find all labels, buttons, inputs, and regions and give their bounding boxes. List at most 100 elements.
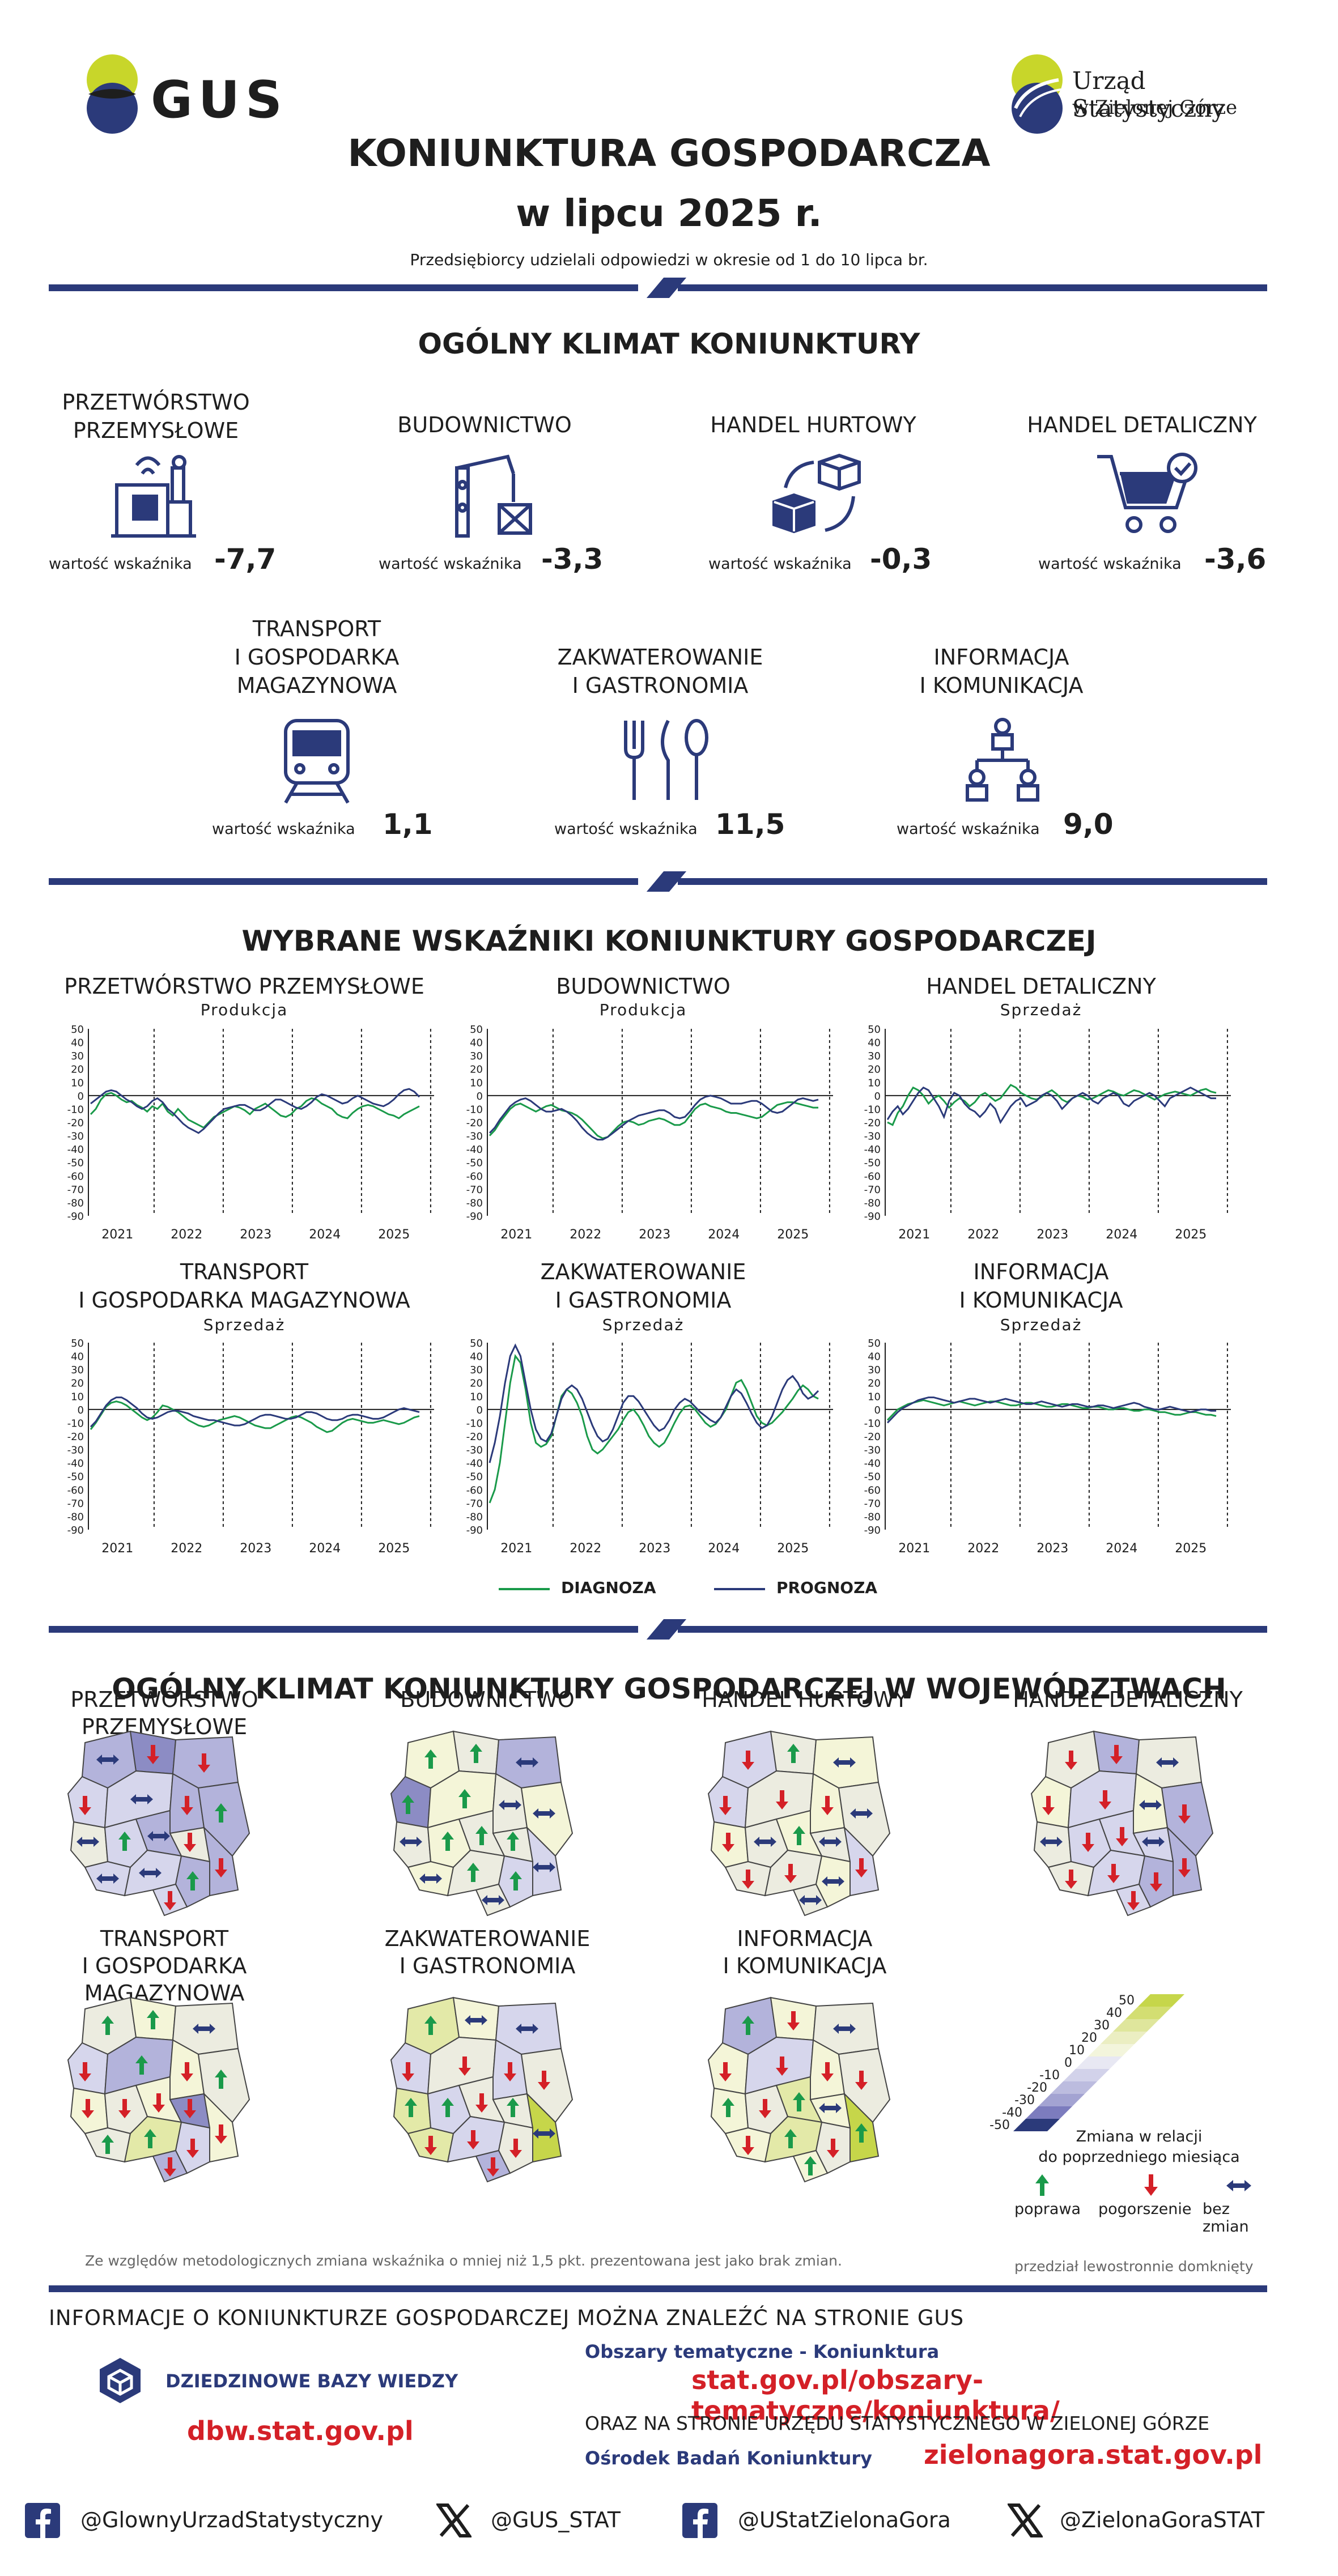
climate-section-title: OGÓLNY KLIMAT KONIUNKTURY: [418, 327, 920, 360]
arrow-same-icon: [499, 1800, 521, 1810]
social-handle[interactable]: @UStatZielonaGora: [738, 2507, 951, 2532]
arrow-up-icon: [793, 2092, 805, 2111]
y-tick-label: 40: [71, 1351, 84, 1363]
voivodeship-region: [526, 1826, 562, 1897]
dbw-link[interactable]: dbw.stat.gov.pl: [187, 2416, 414, 2446]
arrow-down-icon: [184, 1833, 196, 1852]
x-year-label: 2024: [1106, 1542, 1137, 1556]
arrow-same-icon: [193, 2024, 215, 2034]
sector-name: TRANSPORT: [252, 616, 381, 641]
y-tick-label: 30: [470, 1050, 483, 1062]
voivodeship-map: [390, 1996, 574, 2183]
page-subtitle: Przedsiębiorcy udzielali odpowiedzi w ok…: [410, 250, 928, 269]
series-prognoza: [886, 1086, 1216, 1125]
x-twitter-icon[interactable]: [436, 2503, 472, 2538]
arrow-down-icon: [181, 2062, 193, 2081]
y-tick-label: -80: [67, 1197, 84, 1209]
arrow-down-icon: [147, 1745, 159, 1764]
indicator-value: 1,1: [383, 808, 433, 841]
arrow-up-icon: [135, 2055, 148, 2075]
us-logo-line2: w Zielonej Górze: [1072, 96, 1238, 119]
regions-section-title: OGÓLNY KLIMAT KONIUNKTURY GOSPODARCZEJ W…: [112, 1672, 1226, 1705]
y-tick-label: -60: [864, 1170, 881, 1182]
arrow-up-icon: [742, 2016, 754, 2035]
arrow-same-icon: [465, 2015, 487, 2025]
chart-title: I GOSPODARKA MAGAZYNOWA: [78, 1288, 410, 1313]
y-tick-label: 30: [868, 1050, 881, 1062]
y-tick-label: 20: [868, 1064, 881, 1076]
arrow-same-icon: [96, 1874, 119, 1884]
arrow-up-icon: [215, 1803, 227, 1823]
arrow-up-icon: [405, 2098, 417, 2117]
y-tick-label: -10: [466, 1104, 483, 1115]
arrow-down-icon: [821, 1796, 834, 1815]
x-twitter-icon[interactable]: [1008, 2503, 1043, 2538]
themes-link[interactable]: stat.gov.pl/obszary-tematyczne/koniunktu…: [691, 2365, 1060, 2426]
arrow-up-icon: [509, 1871, 522, 1891]
arrow-same-icon: [400, 1837, 422, 1847]
arrow-up-icon: [424, 2016, 437, 2035]
scale-step: [1113, 2019, 1159, 2032]
scale-step: [1051, 2081, 1097, 2094]
indicator-value: -3,6: [1204, 543, 1267, 576]
legend-diag-label: DIAGNOZA: [561, 1578, 656, 1597]
arrow-down-icon: [467, 2130, 479, 2149]
x-year-label: 2022: [967, 1228, 999, 1242]
indicator-value: -3,3: [541, 543, 604, 576]
y-tick-label: 10: [470, 1391, 483, 1403]
chart-title: PRZETWÓRSTWO PRZEMYSŁOWE: [64, 974, 424, 999]
y-tick-label: 50: [868, 1024, 881, 1036]
y-tick-label: 50: [470, 1024, 483, 1036]
chart-4: TRANSPORT I GOSPODARKA MAGAZYNOWA Sprzedaż…: [49, 1259, 440, 1556]
arrow-same-icon: [516, 1757, 538, 1768]
facebook-icon[interactable]: [682, 2503, 717, 2538]
y-tick-label: -60: [864, 1484, 881, 1496]
arrow-up-icon: [1035, 2174, 1049, 2196]
sector-name: PRZETWÓRSTWO: [62, 390, 250, 415]
scale-tick-label: -30: [1014, 2093, 1035, 2107]
arrow-legend: poprawa pogorszenie bez zmian: [1014, 2173, 1275, 2236]
y-tick-label: 30: [868, 1364, 881, 1376]
y-tick-label: -30: [466, 1445, 483, 1457]
map-title: BUDOWNICTWO: [400, 1687, 575, 1712]
arrow-up-icon: [118, 1832, 131, 1851]
chart-1: PRZETWÓRSTWO PRZEMYSŁOWE Produkcja 50 40 30 2…: [49, 972, 440, 1242]
chart-title: ZAKWATEROWANIE: [540, 1259, 746, 1284]
x-year-label: 2025: [1175, 1228, 1207, 1242]
y-tick-label: 30: [470, 1364, 483, 1376]
voivodeship-map: [707, 1996, 891, 2183]
y-tick-label: -80: [67, 1511, 84, 1523]
arrow-down-icon: [538, 2071, 550, 2090]
y-tick-label: -70: [864, 1498, 881, 1510]
page-title: KONIUNKTURA GOSPODARCZA: [347, 131, 991, 175]
arrow-down-icon: [118, 2099, 131, 2118]
x-year-label: 2025: [777, 1542, 809, 1556]
social-handle[interactable]: @GUS_STAT: [491, 2507, 621, 2532]
voivodeship-region: [838, 1781, 891, 1857]
scale-tick-label: 40: [1106, 2006, 1122, 2020]
y-tick-label: -20: [864, 1117, 881, 1129]
y-tick-label: -30: [67, 1445, 84, 1457]
arrow-same-icon: [419, 1874, 442, 1884]
chart-subtitle: Sprzedaż: [203, 1315, 286, 1334]
indicator-label: wartość wskaźnika: [554, 820, 698, 838]
y-tick-label: -80: [864, 1511, 881, 1523]
scale-caption-1: Zmiana w relacji: [1076, 2128, 1203, 2145]
arrow-down-icon: [198, 1753, 210, 1773]
arrow-down-icon: [164, 1891, 176, 1910]
social-handle[interactable]: @GlownyUrzadStatystyczny: [80, 2507, 383, 2532]
y-tick-label: -70: [864, 1184, 881, 1196]
social-handle[interactable]: @ZielonaGoraSTAT: [1060, 2507, 1265, 2532]
y-tick-label: -90: [864, 1211, 881, 1223]
y-tick-label: -40: [67, 1144, 84, 1156]
us-link[interactable]: zielonagora.stat.gov.pl: [924, 2439, 1263, 2470]
facebook-icon[interactable]: [25, 2503, 60, 2538]
arrow-same-icon: [516, 2024, 538, 2034]
section-divider: [49, 2285, 1267, 2292]
arrow-up-icon: [804, 2156, 817, 2175]
x-year-label: 2023: [639, 1228, 670, 1242]
y-tick-label: 10: [71, 1077, 84, 1089]
arrow-down-icon: [487, 2157, 499, 2177]
voivodeship-map: [1030, 1730, 1214, 1917]
cart-icon: [1097, 453, 1197, 533]
